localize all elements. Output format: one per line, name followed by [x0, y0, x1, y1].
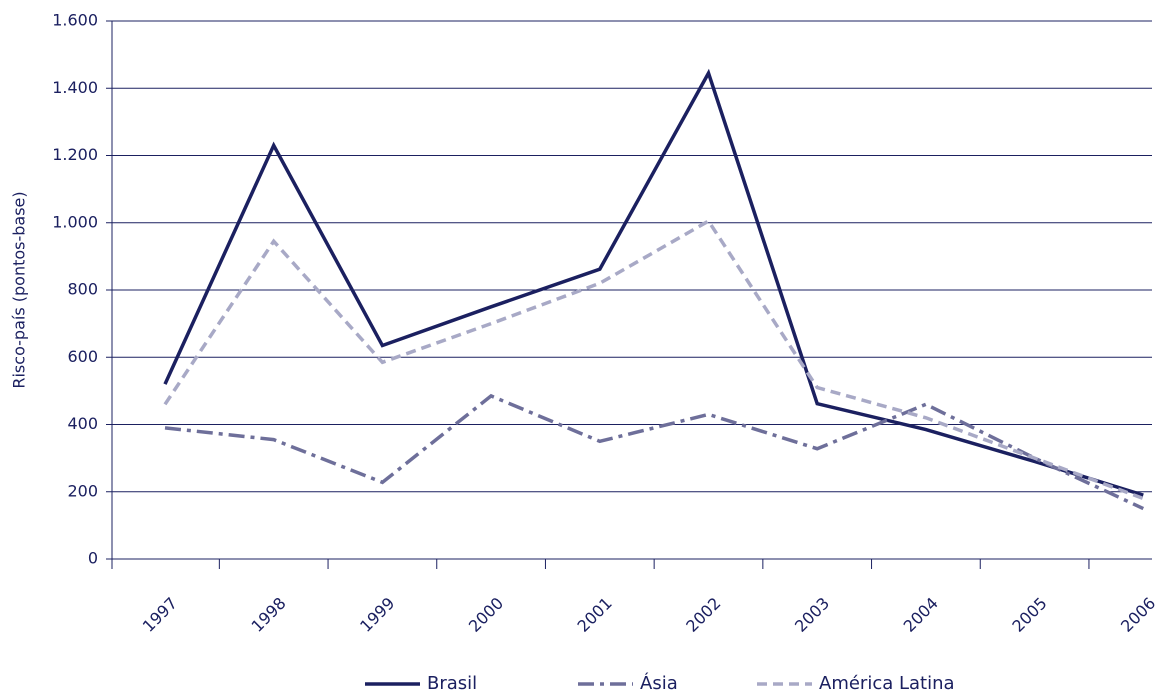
series-line [163, 68, 1144, 497]
x-tick-label: 1999 [356, 594, 398, 636]
y-axis-label: Risco-país (pontos-base) [10, 191, 29, 388]
legend-label: Ásia [640, 672, 678, 694]
x-tick-label: 2003 [791, 594, 833, 636]
series-line [163, 218, 1144, 501]
x-tick-label: 2000 [465, 594, 507, 636]
x-tick-label: 1998 [247, 594, 289, 636]
x-tick-label: 1997 [139, 594, 181, 636]
y-tick-label: 1.600 [52, 11, 98, 30]
x-tick-label: 2005 [1008, 594, 1050, 636]
y-tick-label: 1.200 [52, 145, 98, 164]
legend-label: Brasil [427, 673, 477, 694]
x-tick-label: 2002 [682, 594, 724, 636]
series-line [164, 393, 1145, 511]
y-tick-label: 400 [67, 414, 98, 433]
x-tick-label: 2001 [574, 594, 616, 636]
y-tick-label: 200 [67, 481, 98, 500]
y-tick-label: 1.000 [52, 212, 98, 231]
y-tick-label: 600 [67, 347, 98, 366]
y-tick-label: 0 [88, 549, 98, 568]
x-tick-label: 2004 [900, 594, 942, 636]
y-tick-label: 800 [67, 280, 98, 299]
legend-label: América Latina [819, 673, 955, 694]
x-tick-label: 2006 [1117, 594, 1155, 636]
y-tick-label: 1.400 [52, 78, 98, 97]
